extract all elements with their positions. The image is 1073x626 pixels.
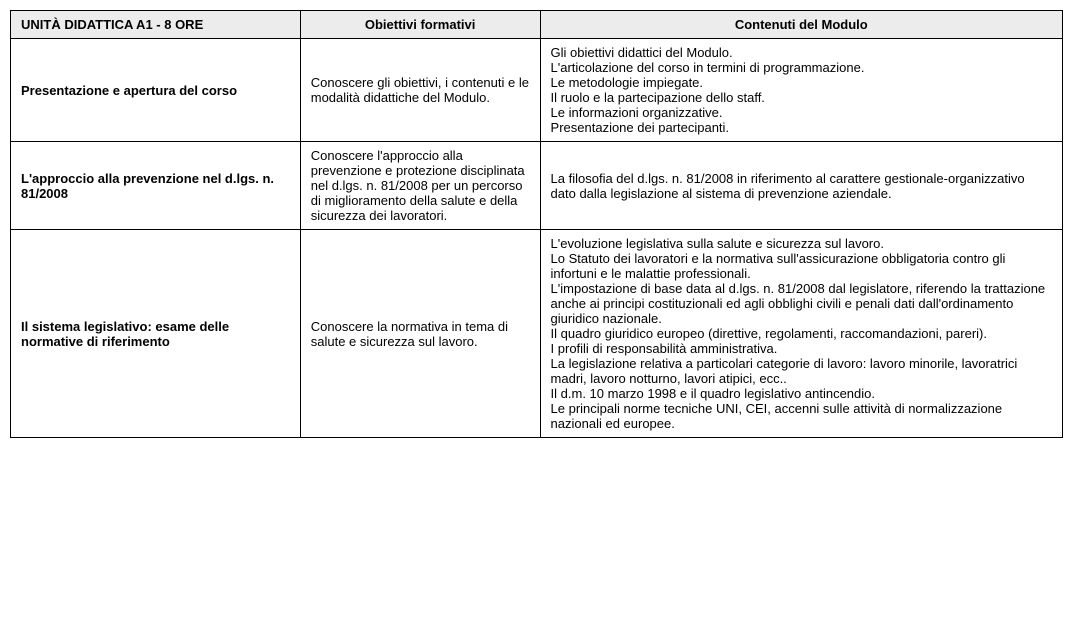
content-line: La legislazione relativa a particolari c…	[551, 356, 1052, 386]
content-line: Lo Statuto dei lavoratori e la normativa…	[551, 251, 1052, 281]
header-unit: UNITÀ DIDATTICA A1 - 8 ORE	[11, 11, 301, 39]
header-contents: Contenuti del Modulo	[540, 11, 1062, 39]
content-line: Presentazione dei partecipanti.	[551, 120, 1052, 135]
table-row: L'approccio alla prevenzione nel d.lgs. …	[11, 142, 1063, 230]
content-line: La filosofia del d.lgs. n. 81/2008 in ri…	[551, 171, 1052, 201]
content-line: Il d.m. 10 marzo 1998 e il quadro legisl…	[551, 386, 1052, 401]
content-line: Le metodologie impiegate.	[551, 75, 1052, 90]
table-row: Il sistema legislativo: esame delle norm…	[11, 230, 1063, 438]
content-line: Le informazioni organizzative.	[551, 105, 1052, 120]
content-line: I profili di responsabilità amministrati…	[551, 341, 1052, 356]
content-line: L'evoluzione legislativa sulla salute e …	[551, 236, 1052, 251]
cell-unit: Presentazione e apertura del corso	[11, 39, 301, 142]
header-objectives: Obiettivi formativi	[300, 11, 540, 39]
cell-contents: L'evoluzione legislativa sulla salute e …	[540, 230, 1062, 438]
content-line: Il ruolo e la partecipazione dello staff…	[551, 90, 1052, 105]
unit-table: UNITÀ DIDATTICA A1 - 8 ORE Obiettivi for…	[10, 10, 1063, 438]
content-line: Le principali norme tecniche UNI, CEI, a…	[551, 401, 1052, 431]
content-line: Gli obiettivi didattici del Modulo.	[551, 45, 1052, 60]
content-line: L'impostazione di base data al d.lgs. n.…	[551, 281, 1052, 326]
cell-objectives: Conoscere gli obiettivi, i contenuti e l…	[300, 39, 540, 142]
cell-contents: La filosofia del d.lgs. n. 81/2008 in ri…	[540, 142, 1062, 230]
cell-objectives: Conoscere l'approccio alla prevenzione e…	[300, 142, 540, 230]
table-header-row: UNITÀ DIDATTICA A1 - 8 ORE Obiettivi for…	[11, 11, 1063, 39]
cell-objectives: Conoscere la normativa in tema di salute…	[300, 230, 540, 438]
table-row: Presentazione e apertura del corso Conos…	[11, 39, 1063, 142]
content-line: L'articolazione del corso in termini di …	[551, 60, 1052, 75]
cell-contents: Gli obiettivi didattici del Modulo.L'art…	[540, 39, 1062, 142]
content-line: Il quadro giuridico europeo (direttive, …	[551, 326, 1052, 341]
cell-unit: Il sistema legislativo: esame delle norm…	[11, 230, 301, 438]
cell-unit: L'approccio alla prevenzione nel d.lgs. …	[11, 142, 301, 230]
